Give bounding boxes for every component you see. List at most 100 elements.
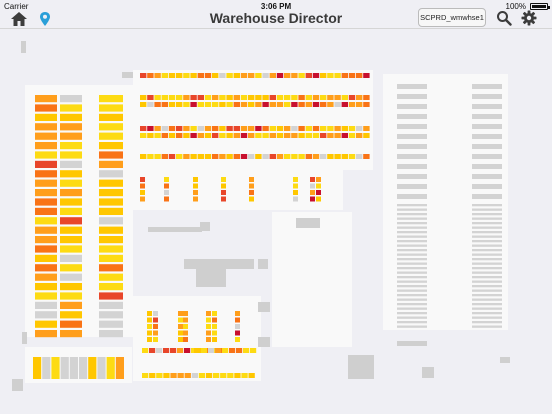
location-cell[interactable]: [204, 73, 212, 78]
location-cell[interactable]: [397, 307, 427, 310]
location-cell[interactable]: [472, 154, 502, 159]
location-cell[interactable]: [147, 311, 152, 316]
location-cell[interactable]: [472, 134, 502, 139]
location-cell[interactable]: [212, 154, 219, 159]
location-cell[interactable]: [248, 95, 255, 100]
location-cell[interactable]: [262, 95, 269, 100]
location-cell[interactable]: [293, 177, 298, 182]
location-cell[interactable]: [60, 283, 82, 291]
location-cell[interactable]: [255, 154, 262, 159]
location-cell[interactable]: [316, 190, 321, 195]
location-cell[interactable]: [240, 154, 248, 159]
location-cell[interactable]: [161, 154, 168, 159]
location-cell[interactable]: [397, 312, 427, 315]
location-cell[interactable]: [60, 142, 82, 150]
location-cell[interactable]: [142, 373, 149, 378]
location-cell[interactable]: [334, 102, 341, 107]
location-cell[interactable]: [164, 196, 169, 202]
location-cell[interactable]: [193, 196, 198, 202]
location-cell[interactable]: [397, 104, 427, 109]
location-cell[interactable]: [161, 102, 168, 107]
location-cell[interactable]: [35, 283, 57, 291]
location-cell[interactable]: [327, 73, 334, 78]
location-cell[interactable]: [198, 373, 206, 378]
location-cell[interactable]: [197, 133, 204, 138]
location-cell[interactable]: [183, 330, 188, 336]
location-cell[interactable]: [204, 154, 212, 159]
location-cell[interactable]: [190, 102, 197, 107]
location-cell[interactable]: [312, 102, 320, 107]
location-cell[interactable]: [154, 133, 161, 138]
location-cell[interactable]: [140, 126, 147, 131]
location-cell[interactable]: [153, 311, 158, 316]
location-cell[interactable]: [35, 245, 57, 253]
location-cell[interactable]: [201, 348, 208, 353]
location-cell[interactable]: [397, 262, 427, 265]
location-cell[interactable]: [176, 133, 183, 138]
location-cell[interactable]: [35, 113, 57, 121]
location-cell[interactable]: [212, 324, 217, 329]
location-cell[interactable]: [212, 317, 217, 323]
location-cell[interactable]: [226, 154, 233, 159]
location-cell[interactable]: [60, 311, 82, 319]
location-cell[interactable]: [229, 348, 236, 353]
location-cell[interactable]: [262, 133, 269, 138]
location-cell[interactable]: [341, 73, 348, 78]
location-cell[interactable]: [269, 102, 276, 107]
location-cell[interactable]: [163, 348, 170, 353]
location-cell[interactable]: [164, 183, 169, 189]
location-cell[interactable]: [472, 114, 502, 119]
location-cell[interactable]: [284, 95, 291, 100]
location-cell[interactable]: [472, 213, 502, 216]
location-cell[interactable]: [363, 126, 370, 131]
location-cell[interactable]: [233, 154, 240, 159]
location-cell[interactable]: [35, 123, 57, 131]
location-cell[interactable]: [397, 184, 427, 189]
location-cell[interactable]: [154, 73, 161, 78]
location-cell[interactable]: [99, 198, 123, 206]
location-cell[interactable]: [183, 317, 188, 323]
location-cell[interactable]: [140, 133, 147, 138]
location-cell[interactable]: [206, 337, 211, 342]
location-cell[interactable]: [348, 133, 356, 138]
location-cell[interactable]: [60, 226, 82, 234]
location-cell[interactable]: [363, 73, 370, 78]
location-cell[interactable]: [60, 189, 82, 197]
search-button[interactable]: [496, 10, 512, 26]
location-cell[interactable]: [305, 126, 312, 131]
location-cell[interactable]: [35, 104, 57, 112]
location-cell[interactable]: [35, 217, 57, 225]
location-cell[interactable]: [106, 357, 115, 379]
location-cell[interactable]: [262, 102, 269, 107]
location-cell[interactable]: [397, 222, 427, 225]
location-cell[interactable]: [153, 330, 158, 336]
location-cell[interactable]: [99, 320, 123, 328]
location-cell[interactable]: [397, 84, 427, 89]
location-cell[interactable]: [191, 373, 198, 378]
location-cell[interactable]: [472, 312, 502, 315]
location-cell[interactable]: [334, 126, 341, 131]
location-cell[interactable]: [212, 337, 217, 342]
location-cell[interactable]: [298, 102, 305, 107]
location-cell[interactable]: [142, 348, 149, 353]
location-cell[interactable]: [226, 95, 233, 100]
location-cell[interactable]: [276, 133, 284, 138]
location-cell[interactable]: [262, 154, 269, 159]
location-cell[interactable]: [208, 348, 215, 353]
location-cell[interactable]: [154, 126, 161, 131]
location-cell[interactable]: [397, 294, 427, 297]
location-cell[interactable]: [183, 311, 188, 316]
location-cell[interactable]: [154, 95, 161, 100]
location-cell[interactable]: [472, 104, 502, 109]
location-cell[interactable]: [178, 337, 183, 342]
location-cell[interactable]: [204, 126, 212, 131]
location-cell[interactable]: [35, 198, 57, 206]
location-cell[interactable]: [35, 254, 57, 262]
location-cell[interactable]: [178, 330, 183, 336]
location-cell[interactable]: [176, 154, 183, 159]
location-cell[interactable]: [356, 154, 363, 159]
location-cell[interactable]: [276, 126, 284, 131]
location-cell[interactable]: [212, 330, 217, 336]
location-cell[interactable]: [397, 240, 427, 243]
location-cell[interactable]: [248, 102, 255, 107]
